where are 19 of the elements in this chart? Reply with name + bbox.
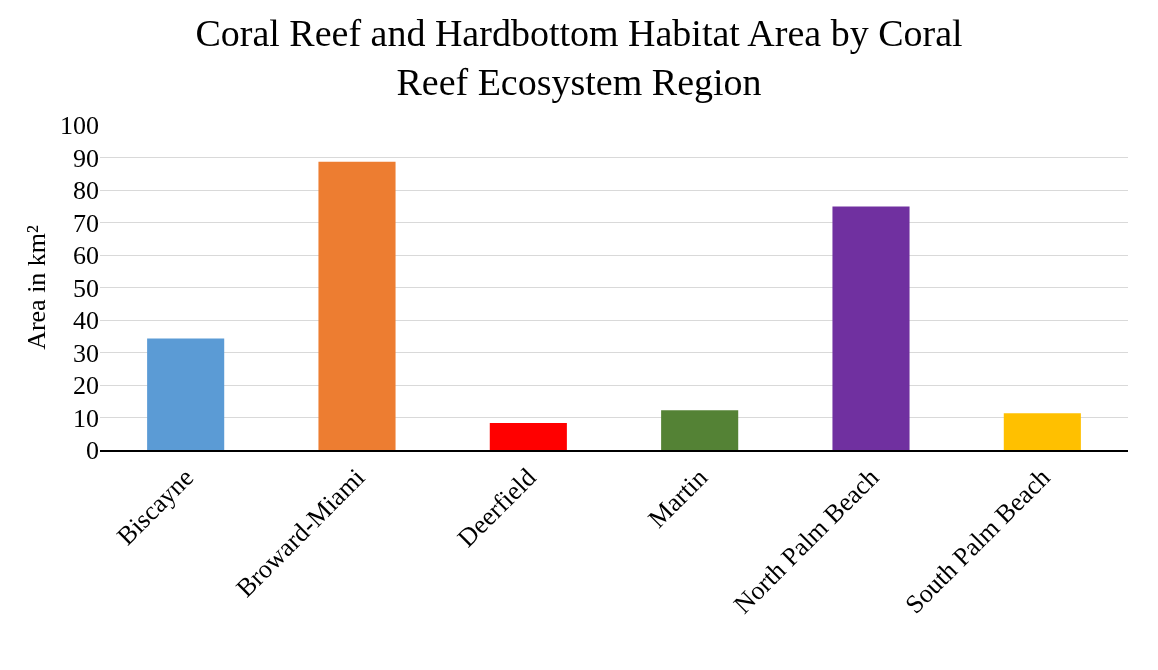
y-tick-label: 0 — [86, 436, 99, 466]
y-tick-label: 50 — [73, 273, 99, 303]
y-tick-label: 20 — [73, 371, 99, 401]
y-tick-label: 40 — [73, 306, 99, 336]
y-tick-label: 100 — [60, 111, 99, 141]
chart-title: Coral Reef and Hardbottom Habitat Area by Coral Reef Ecosystem Region — [195, 11, 963, 103]
y-axis-title: Area in km² — [22, 224, 52, 350]
bar — [489, 423, 567, 450]
bar — [147, 338, 225, 450]
y-tick-label: 10 — [73, 403, 99, 433]
y-tick-label: 60 — [73, 241, 99, 271]
y-tick-label: 30 — [73, 338, 99, 368]
bar — [318, 161, 396, 450]
bar — [661, 410, 739, 450]
bar — [1003, 413, 1081, 450]
y-tick-label: 90 — [73, 143, 99, 173]
y-tick-label: 70 — [73, 208, 99, 238]
y-tick-label: 80 — [73, 176, 99, 206]
bar — [832, 206, 910, 450]
